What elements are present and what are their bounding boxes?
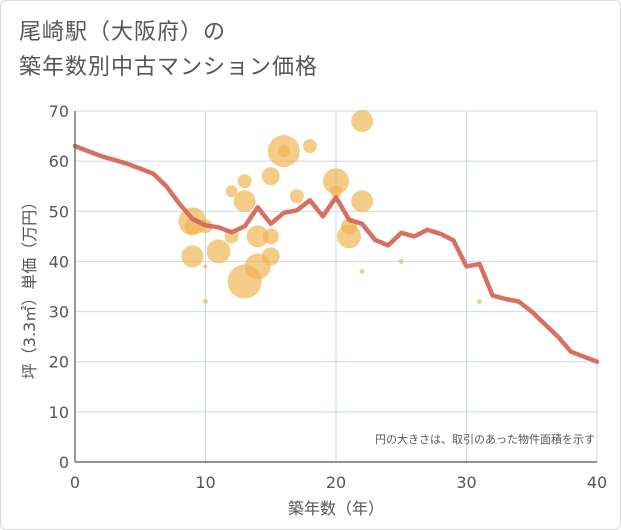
bubble-point-26 <box>351 190 374 213</box>
chart-title: 尾崎駅（大阪府）の 築年数別中古マンション価格 <box>19 15 318 85</box>
bubble-series <box>178 110 483 305</box>
bubble-point-20 <box>302 139 317 154</box>
grid <box>75 110 598 462</box>
x-tick-label-4: 40 <box>587 473 607 492</box>
y-tick-label-7: 70 <box>49 102 69 121</box>
bubble-point-28 <box>398 258 404 264</box>
chart-title-line-1: 尾崎駅（大阪府）の <box>19 20 227 45</box>
y-tick-label-2: 20 <box>49 353 69 372</box>
bubble-point-5 <box>203 299 208 305</box>
bubble-point-12 <box>246 225 269 248</box>
bubble-point-6 <box>206 239 231 264</box>
bubble-point-4 <box>203 264 208 269</box>
bubble-point-9 <box>237 174 252 189</box>
y-tick-label-3: 30 <box>49 303 69 322</box>
bubble-point-21 <box>323 168 349 195</box>
y-tick-label-1: 10 <box>49 403 69 422</box>
bubble-point-22 <box>330 185 342 198</box>
y-tick-label-6: 60 <box>49 152 69 171</box>
bubble-point-8 <box>225 185 238 198</box>
x-axis-title: 築年数（年） <box>288 499 384 518</box>
y-axis-title: 坪（3.3㎡）単価（万円） <box>20 194 39 379</box>
chart-title-line-2: 築年数別中古マンション価格 <box>19 55 319 80</box>
bubble-point-10 <box>233 190 256 213</box>
bubble-size-note: 円の大きさは、取引のあった物件面積を示す <box>375 432 595 446</box>
x-tick-label-3: 30 <box>456 473 476 492</box>
bubble-point-14 <box>261 167 280 186</box>
y-tick-label-5: 50 <box>49 202 69 221</box>
y-tick-label-4: 40 <box>49 252 69 271</box>
bubble-point-25 <box>351 110 374 133</box>
x-tick-label-1: 10 <box>195 473 215 492</box>
axes <box>74 111 597 463</box>
bubble-point-29 <box>477 299 483 305</box>
bubble-point-19 <box>289 189 304 204</box>
bubble-point-27 <box>359 268 365 274</box>
y-tick-label-0: 0 <box>59 453 69 472</box>
bubble-point-15 <box>262 228 279 245</box>
bubble-point-2 <box>181 245 204 268</box>
average-price-line <box>72 143 600 364</box>
average-line-series <box>72 143 600 364</box>
bubble-point-16 <box>261 247 280 266</box>
x-tick-label-2: 20 <box>326 473 346 492</box>
bubble-point-18 <box>277 145 290 158</box>
x-tick-label-0: 0 <box>70 473 80 492</box>
tick-labels: 0 10 20 30 40 0 10 20 30 40 50 60 70 <box>49 102 608 492</box>
